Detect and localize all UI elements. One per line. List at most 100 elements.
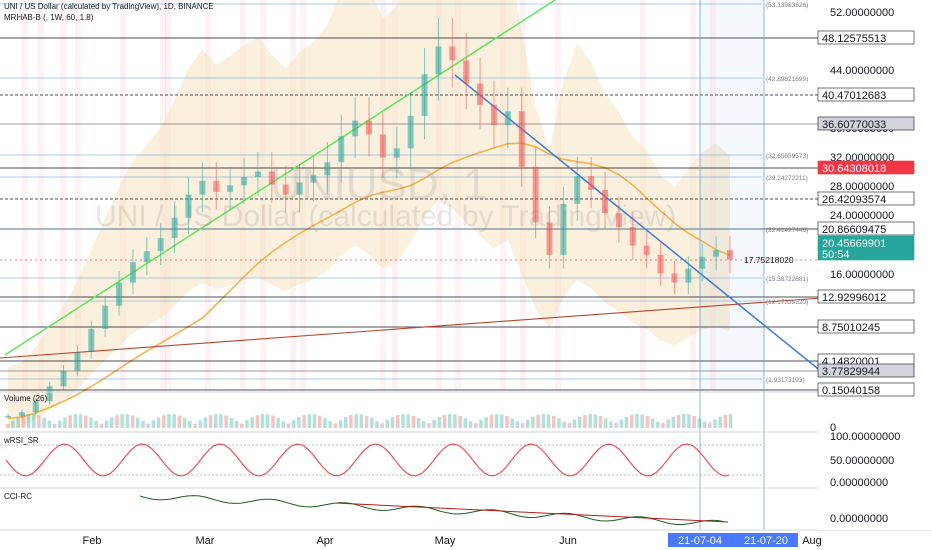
level-label-bg-9 [817, 319, 915, 334]
candle-body-4 [60, 370, 67, 387]
price-axis: 52.0000000044.0000000036.0000000032.0000… [817, 0, 932, 530]
volume-bar-28 [151, 420, 156, 428]
volume-bar-69 [364, 415, 369, 428]
volume-bar-101 [531, 416, 535, 428]
volume-bar-138 [723, 414, 728, 428]
time-tick-0: Feb [83, 535, 102, 547]
level-label-7: 50:54 [822, 249, 850, 261]
volume-bar-103 [541, 414, 546, 428]
indicator-panes [0, 391, 932, 531]
candle-body-32 [449, 46, 456, 61]
bg-stripe-21 [710, 0, 716, 390]
volume-bar-118 [619, 419, 624, 428]
volume-bar-115 [604, 418, 608, 428]
volume-bar-102 [536, 414, 540, 428]
volume-bar-110 [578, 416, 582, 428]
fib-label-1: (42.89821699) [766, 76, 808, 83]
volume-bar-125 [656, 421, 660, 428]
volume-bar-85 [448, 414, 452, 428]
candle-body-44 [615, 213, 622, 228]
volume-bar-33 [177, 415, 182, 428]
volume-bar-67 [354, 414, 358, 428]
volume-bar-18 [99, 423, 104, 428]
volume-bar-3 [21, 415, 26, 428]
volume-bar-55 [292, 420, 296, 428]
volume-bar-34 [182, 417, 187, 428]
bg-stripe-3 [75, 0, 81, 390]
bg-stripe-15 [455, 0, 461, 390]
volume-bar-4 [26, 414, 31, 428]
wrsi-title: wRSI_SR [4, 436, 39, 445]
volume-bar-79 [416, 418, 421, 428]
volume-bar-22 [120, 414, 124, 428]
level-label-2: 36.60770033 [822, 119, 886, 131]
bg-stripe-8 [240, 0, 246, 390]
bollinger-band [7, 0, 731, 429]
moving-average-line [7, 142, 731, 420]
bg-stripe-6 [165, 0, 171, 390]
level-label-bg-11 [817, 363, 915, 378]
volume-bar-122 [640, 414, 644, 428]
volume-bar-129 [676, 414, 681, 428]
volume-bar-66 [349, 415, 353, 428]
vertical-lines [699, 0, 765, 530]
level-label-bg-2 [817, 116, 915, 131]
volume-bar-15 [84, 415, 88, 428]
candle-body-49 [685, 268, 692, 283]
volume-bar-76 [401, 414, 405, 428]
candle-body-42 [588, 176, 595, 190]
fib-labels: (53.13983826) (42.89821699) (32.65659573) (… [744, 2, 808, 384]
level-label-bg-1 [817, 87, 915, 102]
volume-bar-64 [338, 420, 343, 428]
axis-bg [818, 0, 932, 530]
volume-bar-39 [208, 415, 213, 428]
vline-range [700, 0, 764, 390]
bg-stripe-10 [290, 0, 296, 390]
volume-bar-61 [323, 418, 327, 428]
volume-bar-135 [708, 422, 712, 428]
time-tick-1: Mar [196, 535, 215, 547]
level-label-3: 30.64308018 [822, 163, 886, 175]
time-tick-3: May [435, 535, 456, 547]
level-label-11: 3.77829944 [822, 366, 880, 378]
bg-stripe-0 [22, 0, 28, 390]
volume-title: Volume (26) [4, 394, 48, 403]
candle-body-14 [199, 180, 206, 195]
fib-label-2: (32.65659573) [766, 153, 808, 160]
time-tick-2: Apr [316, 535, 333, 547]
bg-stripe-18 [555, 0, 561, 390]
volume-bar-53 [281, 421, 286, 428]
volume-bar-98 [515, 421, 520, 428]
volume-bar-134 [702, 421, 707, 428]
time-highlight-0: 21-07-04 [678, 535, 722, 547]
volume-bar-46 [245, 420, 249, 428]
candle-body-30 [421, 74, 428, 116]
candle-body-27 [379, 134, 386, 158]
volume-bar-20 [110, 417, 114, 428]
volume-bar-52 [276, 417, 280, 428]
volume-bar-44 [234, 420, 239, 428]
level-label-5: 20.86609475 [822, 224, 886, 236]
band-area [8, 0, 730, 429]
time-highlight-1: 21-07-20 [744, 535, 788, 547]
level-label-bg-0 [817, 30, 915, 45]
candle-body-7 [102, 305, 109, 329]
bg-stripe-9 [260, 0, 266, 390]
volume-bar-14 [78, 414, 83, 428]
volume-bar-96 [505, 415, 509, 428]
volume-bar-23 [125, 414, 130, 428]
volume-bar-117 [614, 422, 618, 428]
bg-stripe-17 [520, 0, 526, 390]
volume-bar-90 [474, 423, 478, 428]
candle-body-37 [518, 111, 525, 167]
wrsi-tick-0: 100.00000000 [830, 431, 900, 443]
volume-bar-105 [552, 415, 556, 428]
candle-body-6 [88, 328, 95, 353]
bg-stripe-12 [380, 0, 386, 390]
fib-label-4: (22.41497446) [766, 227, 808, 234]
volume-bar-87 [458, 415, 462, 428]
volume-bar-6 [37, 415, 41, 428]
price-tick-1: 44.00000000 [830, 65, 894, 77]
candle-body-9 [129, 262, 136, 283]
